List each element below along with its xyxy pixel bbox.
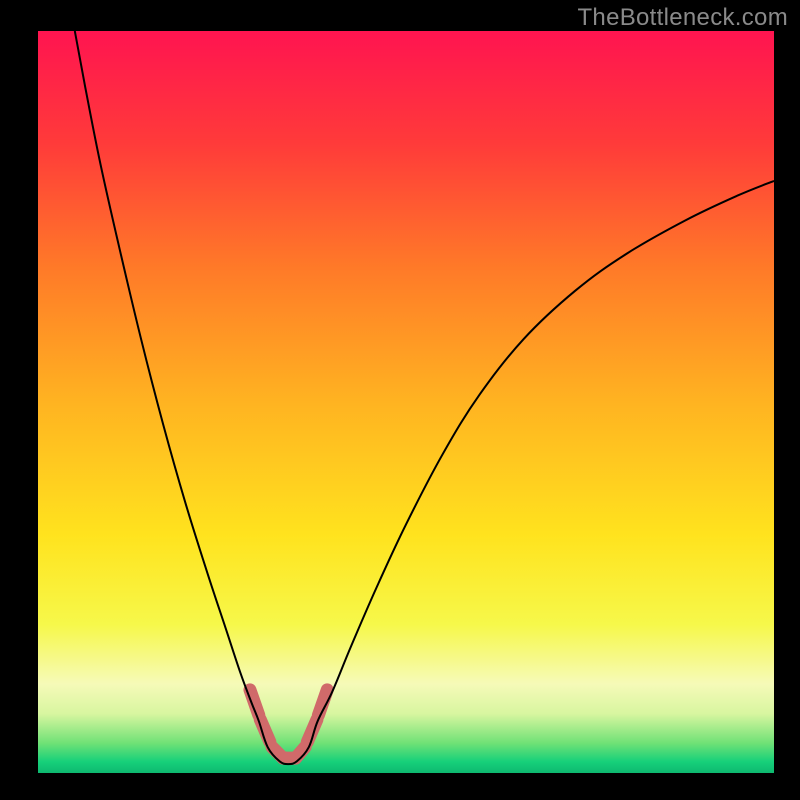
chart-svg bbox=[38, 31, 774, 773]
outer-frame: TheBottleneck.com bbox=[0, 0, 800, 800]
plot-area bbox=[38, 31, 774, 773]
watermark-text: TheBottleneck.com bbox=[577, 4, 788, 32]
chart-background bbox=[38, 31, 774, 773]
